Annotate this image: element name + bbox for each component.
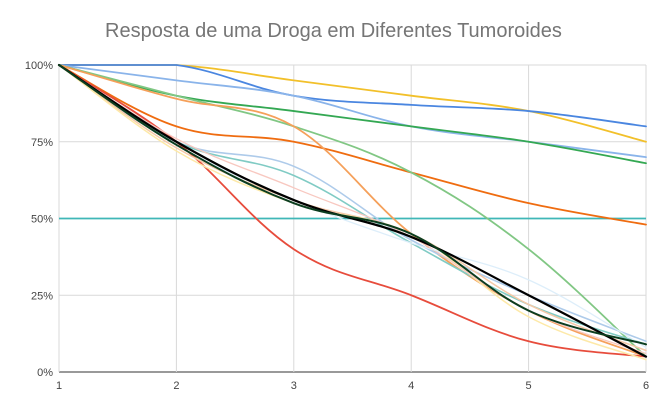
series-line-14 [58,64,647,349]
y-tick-label: 75% [31,137,53,149]
x-tick-label: 4 [408,380,414,392]
x-tick-label: 3 [291,380,297,392]
x-tick-label: 2 [173,380,179,392]
series-line-10 [58,64,647,346]
x-tick-label: 5 [526,380,532,392]
series-line-5 [58,64,647,226]
x-tick-label: 1 [56,380,62,392]
series-line-16 [58,64,647,346]
series-line-9 [58,64,647,343]
y-tick-label: 100% [25,60,53,72]
series-line-2 [58,64,647,128]
y-tick-label: 0% [37,367,53,379]
series-line-3 [58,64,647,158]
y-tick-label: 50% [31,214,53,226]
chart-title: Resposta de uma Droga em Diferentes Tumo… [105,20,562,42]
series-line-15 [57,63,648,358]
series-line-11 [58,64,647,352]
x-tick-label: 6 [643,380,649,392]
series-line-6 [58,64,647,358]
y-tick-label: 25% [31,290,53,302]
series-line-4 [58,64,647,165]
